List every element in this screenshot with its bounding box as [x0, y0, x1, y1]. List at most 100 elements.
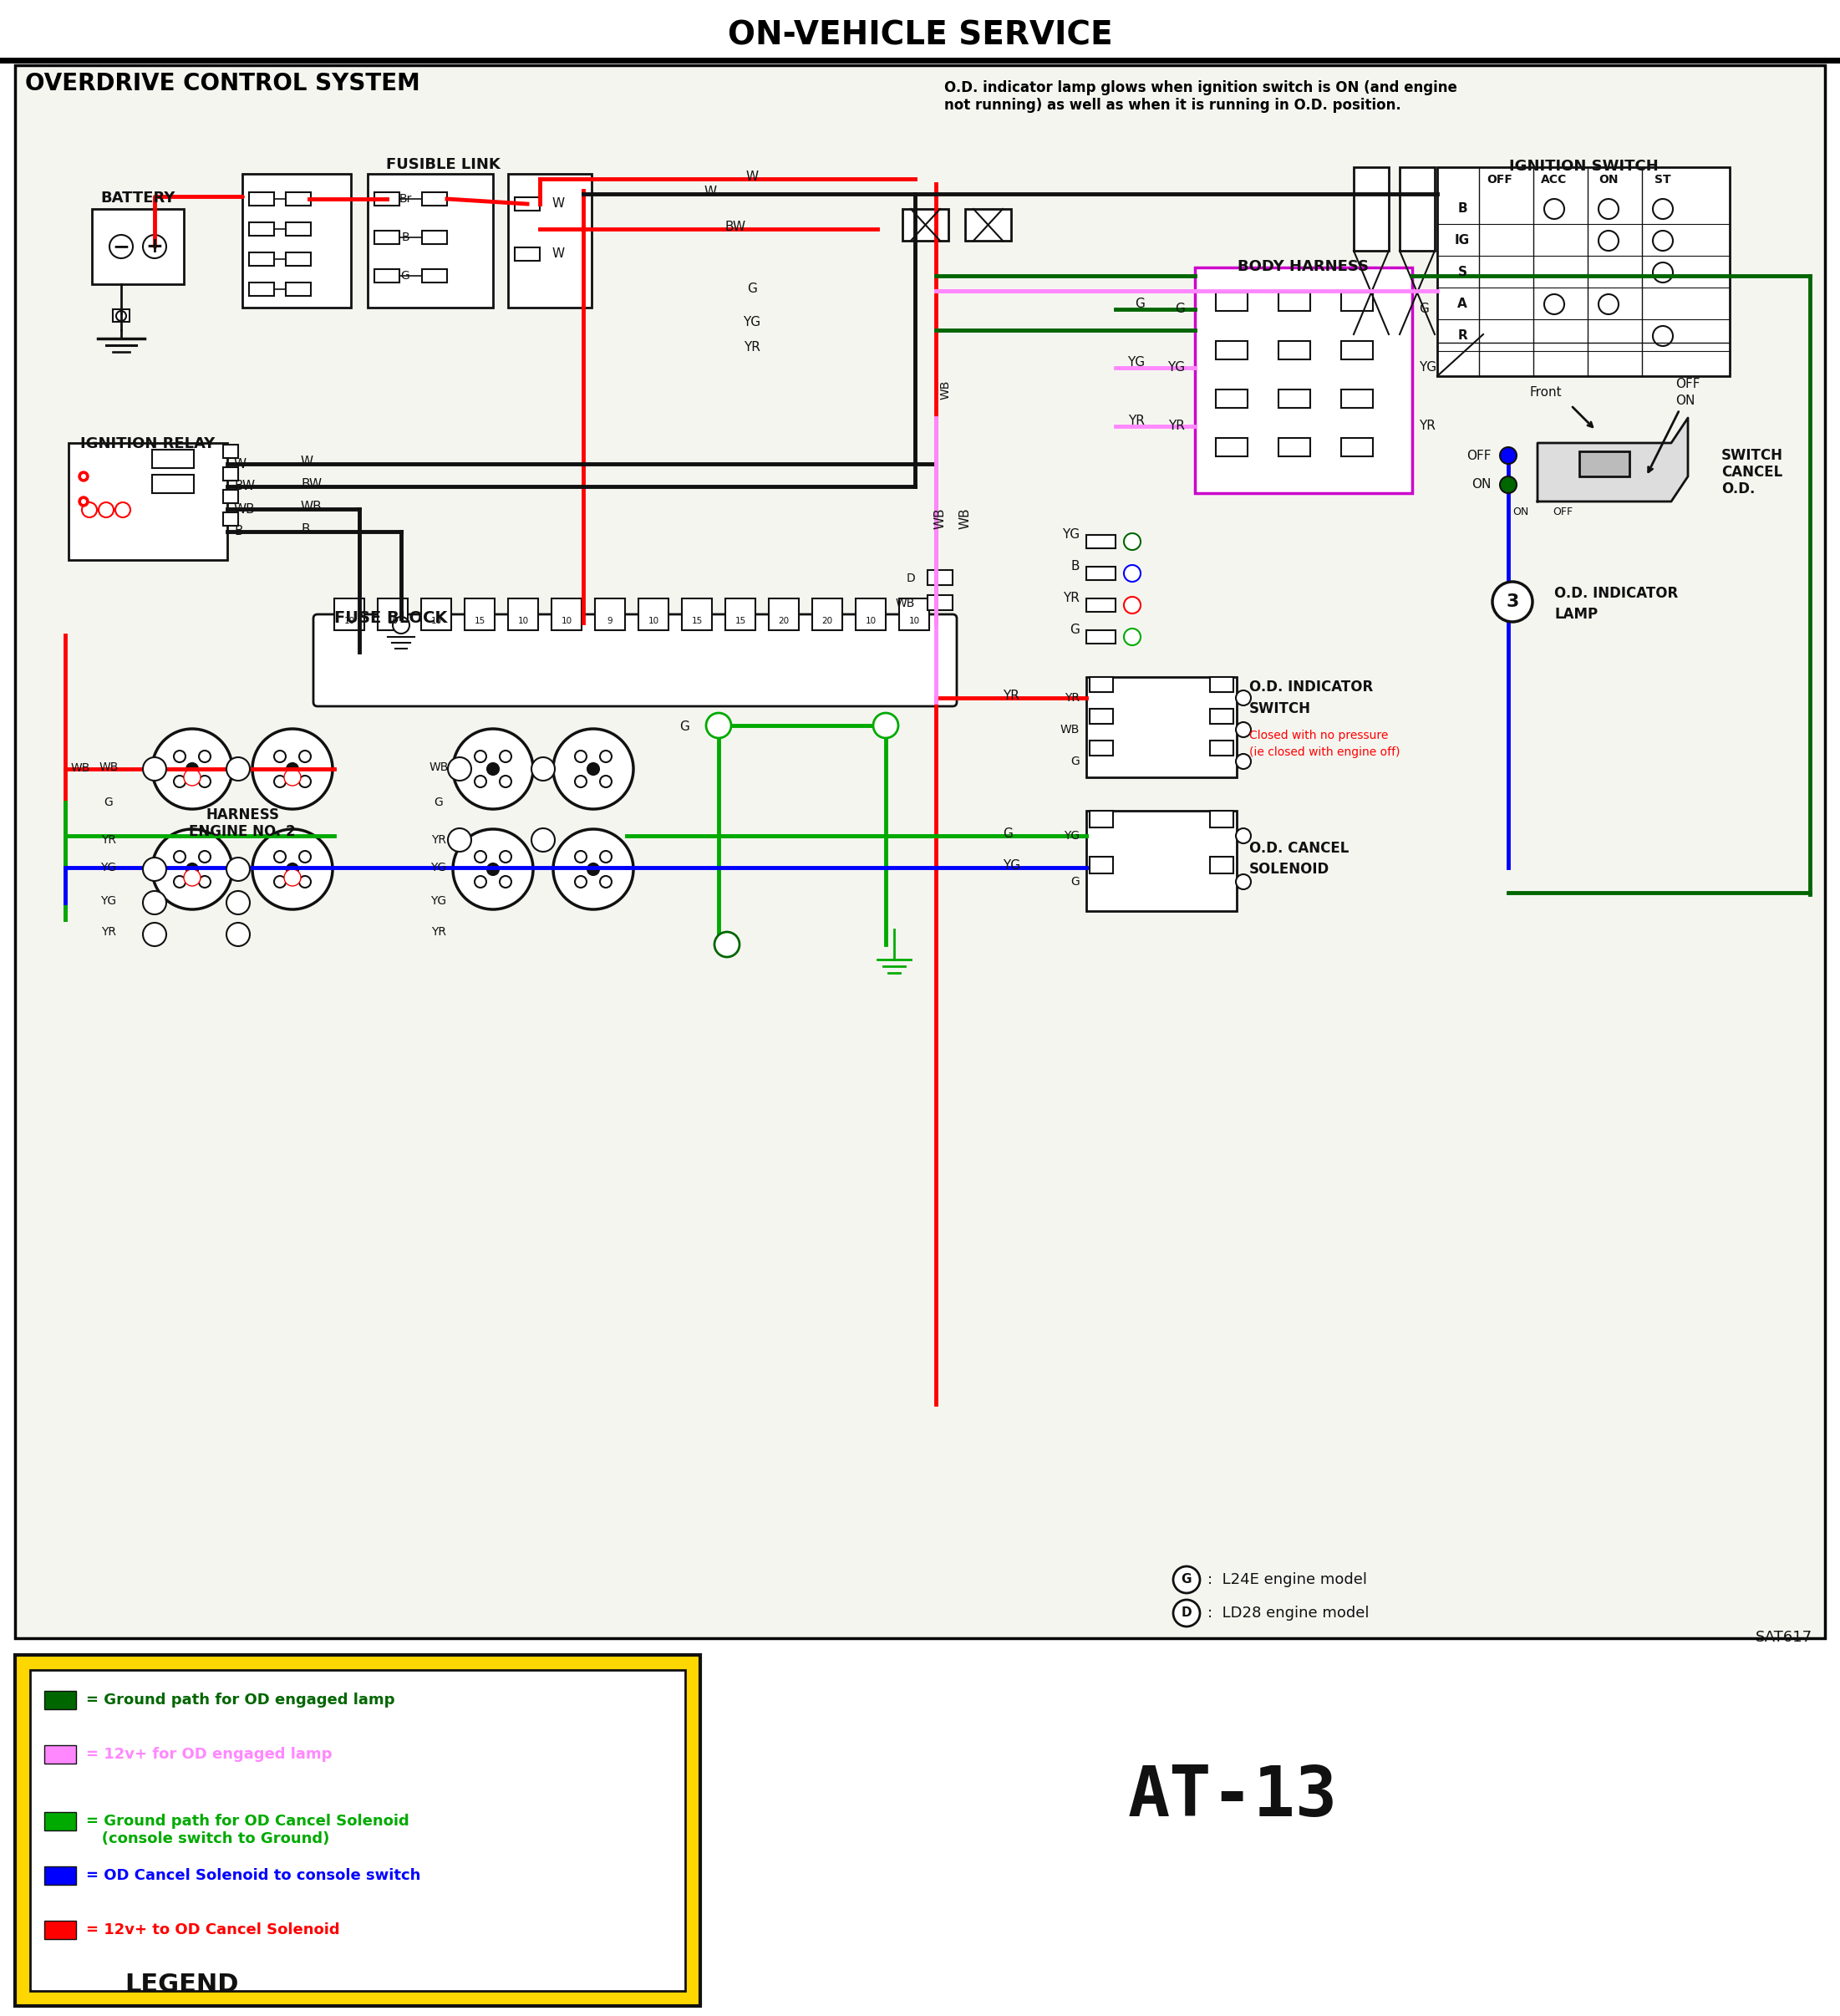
Circle shape [600, 776, 611, 788]
Bar [44, 1812, 75, 1831]
Text: WB: WB [940, 381, 951, 399]
Text: :  L24E engine model: : L24E engine model [1207, 1572, 1367, 1587]
Text: = 12v+ to OD Cancel Solenoid: = 12v+ to OD Cancel Solenoid [86, 1923, 340, 1937]
Text: B: B [300, 524, 309, 536]
Text: = Ground path for OD Cancel Solenoid: = Ground path for OD Cancel Solenoid [86, 1814, 408, 1829]
Bar [638, 599, 668, 631]
Bar [1194, 268, 1411, 494]
Circle shape [1124, 534, 1141, 550]
Bar [1279, 389, 1310, 407]
Circle shape [500, 750, 512, 762]
Bar [683, 599, 712, 631]
Text: O.D. INDICATOR: O.D. INDICATOR [1249, 679, 1373, 696]
Text: WB: WB [234, 502, 256, 516]
Text: WB: WB [429, 762, 449, 772]
Bar [594, 599, 626, 631]
Circle shape [1500, 448, 1516, 464]
Circle shape [144, 891, 166, 915]
Circle shape [574, 750, 587, 762]
Text: SOLENOID: SOLENOID [1249, 861, 1330, 877]
Bar [421, 599, 451, 631]
Bar [285, 252, 311, 266]
Text: BW: BW [300, 478, 322, 490]
Text: BATTERY: BATTERY [101, 192, 175, 206]
Circle shape [300, 750, 311, 762]
Text: G: G [1135, 298, 1144, 310]
Circle shape [1599, 230, 1619, 250]
Text: YR: YR [101, 925, 116, 937]
Bar [1579, 452, 1630, 476]
Text: IGNITION RELAY: IGNITION RELAY [81, 435, 215, 452]
Bar [421, 230, 447, 244]
Circle shape [1174, 1601, 1200, 1627]
Text: C: C [456, 835, 464, 845]
Bar [285, 192, 311, 206]
Text: 10: 10 [865, 617, 876, 625]
Text: G: G [881, 720, 891, 732]
Bar [374, 192, 399, 206]
Bar [1341, 437, 1373, 456]
Bar [927, 571, 953, 585]
Text: FUSE BLOCK: FUSE BLOCK [335, 611, 447, 627]
Bar [966, 210, 1012, 240]
Text: G: G [401, 270, 410, 282]
Circle shape [274, 851, 285, 863]
Bar [1216, 389, 1248, 407]
Text: BW: BW [725, 220, 745, 234]
Text: 10: 10 [386, 617, 397, 625]
Text: LAMP: LAMP [1555, 607, 1597, 621]
Text: 10: 10 [648, 617, 659, 625]
Circle shape [392, 617, 410, 633]
Text: G: G [434, 796, 443, 808]
Circle shape [600, 750, 611, 762]
Text: Front: Front [1529, 387, 1562, 399]
Circle shape [153, 829, 232, 909]
Circle shape [79, 472, 88, 482]
Circle shape [574, 851, 587, 863]
Bar [1086, 599, 1115, 611]
Bar [1400, 167, 1435, 250]
Bar [1211, 857, 1233, 873]
Text: W: W [745, 171, 758, 183]
Bar [421, 192, 447, 206]
Bar [248, 282, 274, 296]
Bar [243, 173, 351, 308]
Text: B: B [401, 232, 408, 244]
Text: 3: 3 [1505, 593, 1518, 611]
Bar [15, 65, 1825, 1639]
Circle shape [1124, 564, 1141, 583]
Bar [1216, 437, 1248, 456]
Text: B: B [1457, 204, 1466, 216]
Text: WB: WB [99, 762, 118, 772]
Text: YG: YG [431, 895, 447, 907]
Circle shape [1236, 689, 1251, 706]
Circle shape [226, 923, 250, 946]
Text: R: R [1457, 331, 1466, 343]
Bar [900, 599, 929, 631]
Text: WB: WB [300, 500, 322, 514]
Bar [1341, 389, 1373, 407]
Text: YG: YG [101, 861, 116, 873]
Bar [44, 1746, 75, 1764]
Circle shape [1236, 829, 1251, 843]
Text: LEGEND: LEGEND [125, 1972, 239, 1996]
Circle shape [283, 768, 300, 786]
Text: G: G [747, 282, 756, 294]
Text: YR: YR [1128, 415, 1144, 427]
Circle shape [144, 923, 166, 946]
Text: YR: YR [743, 341, 760, 353]
Bar [44, 1691, 75, 1710]
Text: D: D [905, 573, 914, 585]
Text: YR: YR [1168, 419, 1185, 433]
Text: SWITCH: SWITCH [1249, 702, 1312, 716]
Text: YG: YG [1062, 528, 1080, 540]
Bar [421, 268, 447, 282]
Bar [1341, 292, 1373, 310]
Bar [29, 1669, 684, 1992]
Bar [223, 490, 237, 504]
Text: = 12v+ for OD engaged lamp: = 12v+ for OD engaged lamp [86, 1748, 333, 1762]
Text: YG: YG [1419, 361, 1437, 375]
Bar [1089, 677, 1113, 691]
Text: YG: YG [1064, 831, 1080, 841]
Circle shape [116, 310, 127, 321]
